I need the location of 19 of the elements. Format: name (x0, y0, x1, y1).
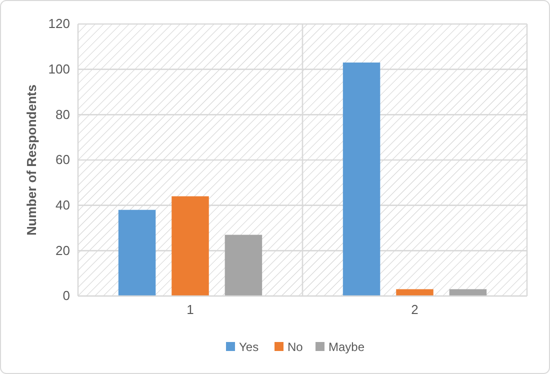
legend-label: Maybe (328, 340, 365, 354)
y-tick-label: 80 (56, 106, 70, 122)
y-tick-label: 40 (56, 197, 70, 212)
bar (342, 62, 380, 296)
bar (118, 210, 156, 296)
bar (172, 196, 209, 296)
x-tick-label: 2 (411, 302, 418, 318)
bar (449, 289, 487, 296)
y-tick-label: 100 (48, 61, 70, 76)
bar (396, 289, 434, 296)
x-tick-label: 1 (186, 302, 194, 318)
y-axis-title: Number of Respondents (24, 84, 39, 236)
bar (224, 234, 262, 296)
y-tick-label: 20 (56, 242, 70, 258)
y-tick-label: 120 (48, 16, 70, 32)
legend-label: No (288, 340, 304, 354)
y-tick-label: 0 (62, 288, 70, 304)
y-tick-label: 60 (56, 152, 70, 168)
legend-label: Yes (239, 340, 259, 354)
